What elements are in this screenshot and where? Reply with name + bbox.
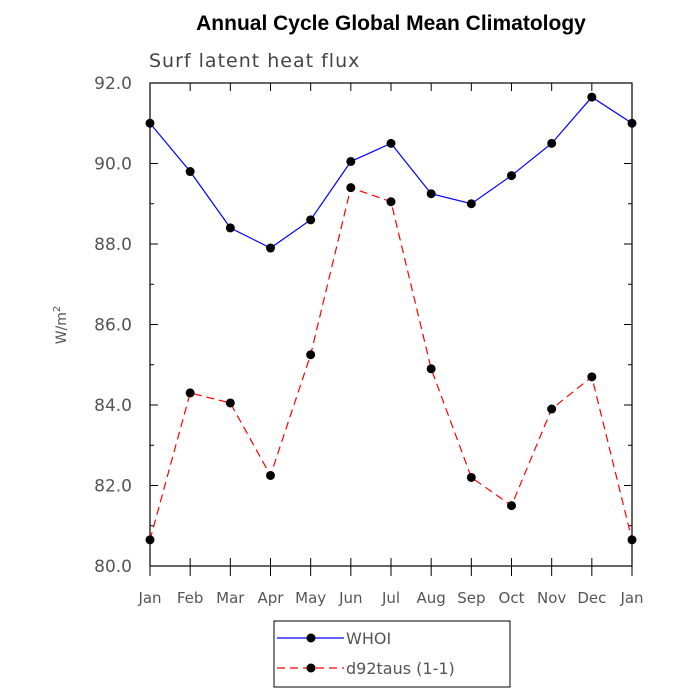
- data-point: [547, 138, 557, 148]
- x-tick-label: Jan: [137, 589, 161, 607]
- chart-subtitle: Surf latent heat flux: [149, 50, 360, 72]
- x-tick-label: Feb: [177, 589, 204, 607]
- y-tick-label: 86.0: [94, 316, 132, 336]
- y-tick-label: 80.0: [94, 557, 132, 577]
- y-tick-label: 92.0: [94, 74, 132, 94]
- series-line-0: [149, 96, 633, 249]
- x-tick-label: Apr: [258, 589, 285, 607]
- chart-title: Annual Cycle Global Mean Climatology: [196, 12, 586, 35]
- data-point: [145, 535, 155, 545]
- y-tick-label: 84.0: [94, 396, 132, 416]
- data-point: [225, 398, 235, 408]
- data-point: [507, 501, 516, 511]
- y-tick-label: 82.0: [94, 477, 132, 497]
- legend-marker-whoi: [306, 633, 316, 643]
- x-tick-label: May: [295, 589, 326, 607]
- data-point: [627, 535, 637, 545]
- data-point: [306, 350, 316, 360]
- axis-ticks: [149, 82, 633, 576]
- x-tick-label: Jun: [338, 589, 362, 607]
- legend-box: [273, 620, 511, 688]
- data-point: [426, 189, 436, 199]
- legend-label-whoi: WHOI: [346, 629, 391, 648]
- data-point: [266, 243, 275, 253]
- data-point: [547, 404, 557, 414]
- legend-label-d92taus: d92taus (1-1): [346, 659, 455, 678]
- data-point: [225, 223, 235, 233]
- x-tick-label: Dec: [577, 589, 606, 607]
- data-point: [507, 171, 516, 181]
- series-layer: [145, 92, 637, 545]
- data-point: [587, 372, 597, 382]
- x-tick-label: Jan: [619, 589, 643, 607]
- y-tick-label: 88.0: [94, 235, 132, 255]
- data-point: [266, 470, 275, 480]
- x-tick-label: Nov: [537, 589, 566, 607]
- legend: WHOI d92taus (1-1): [273, 620, 511, 688]
- data-point: [386, 138, 396, 148]
- legend-marker-d92taus: [306, 663, 316, 673]
- y-axis-label-superscript: 2: [52, 306, 63, 312]
- data-point: [346, 156, 356, 166]
- y-axis-label: W/m2: [52, 306, 70, 345]
- data-point: [185, 388, 195, 398]
- data-point: [145, 118, 155, 128]
- data-point: [185, 167, 195, 177]
- data-point: [426, 364, 436, 374]
- series-1: [145, 183, 637, 545]
- x-tick-labels: Jan Feb Mar Apr May Jun Jul Aug Sep Oct Nov Dec Jan: [137, 589, 643, 607]
- x-tick-label: Jul: [381, 589, 400, 607]
- data-point: [346, 183, 356, 193]
- data-point: [386, 197, 396, 207]
- plot-frame: [149, 82, 633, 567]
- series-0: [145, 92, 637, 253]
- x-tick-label: Sep: [457, 589, 485, 607]
- x-tick-label: Mar: [216, 589, 245, 607]
- x-tick-label: Aug: [417, 589, 446, 607]
- y-tick-labels: 80.0 82.0 84.0 86.0 88.0 90.0 92.0: [94, 74, 132, 577]
- y-axis-label-text: W/m: [54, 312, 70, 344]
- series-line-1: [149, 186, 633, 540]
- y-tick-label: 90.0: [94, 155, 132, 175]
- data-point: [466, 199, 476, 209]
- x-tick-label: Oct: [499, 589, 525, 607]
- data-point: [587, 92, 597, 102]
- data-point: [466, 472, 476, 482]
- data-point: [306, 215, 316, 225]
- data-point: [627, 118, 637, 128]
